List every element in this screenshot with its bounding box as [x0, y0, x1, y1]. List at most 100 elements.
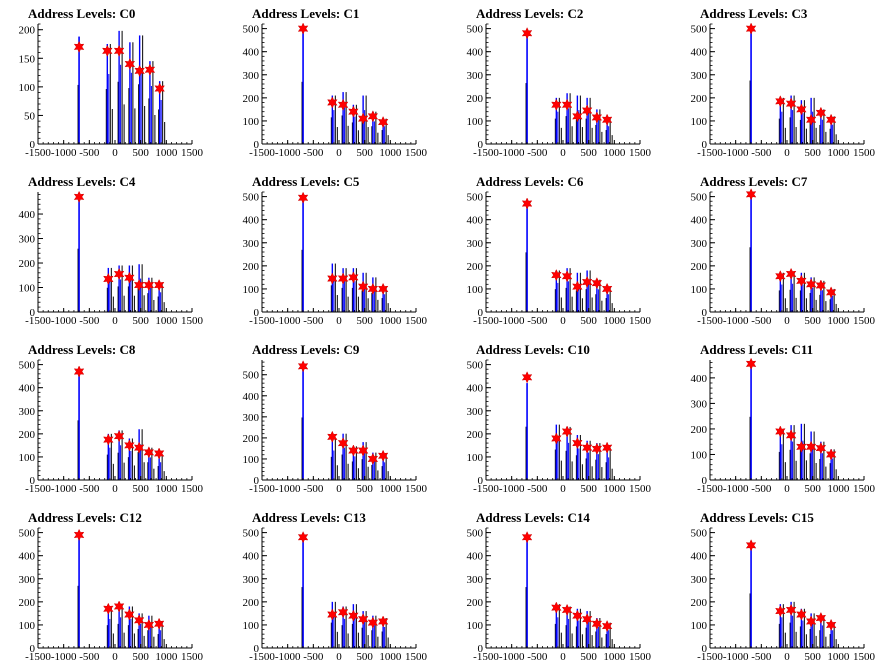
x-tick-label: 500 — [132, 483, 149, 495]
y-tick-label: 0 — [30, 307, 36, 319]
x-tick-label: 1500 — [853, 651, 876, 663]
peak-marker — [815, 279, 827, 292]
x-tick-label: 1000 — [155, 315, 178, 327]
x-tick-label: -500 — [527, 651, 548, 663]
x-tick-label: 0 — [336, 483, 342, 495]
x-tick-label: -1500 — [473, 147, 499, 159]
y-tick-label: 200 — [691, 597, 708, 609]
x-tick-label: -1000 — [723, 147, 749, 159]
y-tick-label: 100 — [19, 452, 36, 464]
y-tick-label: 200 — [19, 258, 36, 270]
peak-marker — [825, 618, 837, 632]
y-tick-label: 150 — [19, 53, 36, 65]
y-tick-label: 100 — [243, 620, 260, 632]
y-tick-label: 500 — [243, 192, 260, 204]
x-tick-label: -1500 — [249, 315, 275, 327]
x-tick-label: -1000 — [723, 315, 749, 327]
y-tick-label: 100 — [243, 454, 260, 466]
peak-marker — [103, 433, 114, 446]
chart-title: Address Levels: C11 — [700, 342, 814, 357]
peak-marker — [348, 271, 359, 284]
y-tick-label: 400 — [691, 373, 708, 385]
peak-marker — [805, 113, 817, 126]
peak-marker — [591, 617, 603, 630]
y-tick-label: 300 — [691, 238, 708, 250]
peak-marker — [357, 112, 369, 125]
peak-marker — [745, 357, 757, 370]
y-tick-label: 100 — [691, 620, 708, 632]
histogram-panel: Address Levels: C11 0 100 200 300 400 -1500 -10… — [672, 336, 896, 504]
peak-marker — [337, 98, 349, 111]
y-tick-label: 100 — [19, 82, 36, 94]
y-tick-label: 400 — [467, 215, 484, 227]
y-tick-label: 0 — [702, 139, 708, 151]
peak-marker — [367, 282, 379, 296]
histogram-panel: Address Levels: C15 0 100 200 300 400 500 -1500… — [672, 504, 896, 672]
x-tick-label: -1000 — [275, 651, 301, 663]
x-tick-label: 1500 — [181, 147, 204, 159]
y-tick-label: 400 — [691, 551, 708, 563]
peak-marker — [348, 105, 359, 118]
x-tick-label: -500 — [79, 147, 100, 159]
peak-marker — [327, 272, 338, 285]
peak-marker — [745, 539, 757, 552]
x-tick-label: -1500 — [249, 483, 275, 495]
peak-marker — [796, 274, 807, 287]
y-tick-label: 100 — [243, 284, 260, 296]
peak-marker — [815, 441, 827, 455]
peak-marker — [521, 27, 533, 40]
x-tick-label: 500 — [580, 315, 597, 327]
peak-marker — [357, 280, 369, 293]
x-tick-label: 1000 — [827, 315, 850, 327]
peak-marker — [551, 98, 562, 111]
peak-marker — [113, 44, 125, 58]
chart-title: Address Levels: C6 — [476, 174, 584, 189]
x-tick-label: -1000 — [275, 483, 301, 495]
y-tick-label: 300 — [243, 238, 260, 250]
x-tick-label: 1000 — [155, 483, 178, 495]
x-tick-label: 0 — [336, 651, 342, 663]
histogram-svg: 0 100 200 300 400 500 -1500 -1000 -500 0 500 1000 15… — [691, 22, 876, 159]
x-tick-label: -500 — [751, 651, 772, 663]
y-tick-label: 0 — [254, 643, 260, 655]
y-tick-label: 400 — [467, 47, 484, 59]
y-tick-label: 300 — [691, 70, 708, 82]
peak-marker — [591, 277, 603, 290]
y-tick-label: 0 — [702, 307, 708, 319]
histogram-svg: 0 100 200 300 400 500 -1500 -1000 -500 0 500 1000 15… — [243, 527, 428, 663]
x-tick-label: 0 — [784, 147, 790, 159]
x-tick-label: -1000 — [499, 147, 525, 159]
peak-marker — [73, 40, 85, 54]
y-tick-label: 100 — [691, 449, 708, 461]
x-tick-label: -1500 — [697, 315, 723, 327]
y-tick-label: 100 — [691, 284, 708, 296]
chart-title: Address Levels: C9 — [252, 342, 360, 357]
x-tick-label: 1500 — [629, 651, 652, 663]
y-tick-label: 400 — [467, 383, 484, 395]
x-tick-label: 500 — [804, 147, 821, 159]
chart-title: Address Levels: C1 — [252, 6, 360, 21]
x-tick-label: 0 — [336, 315, 342, 327]
peak-marker — [775, 425, 786, 438]
y-tick-label: 300 — [691, 574, 708, 586]
peak-marker — [377, 282, 389, 296]
histogram-svg: 0 100 200 300 400 -1500 -1000 -500 0 500 1000 1500 — [19, 190, 204, 327]
peak-marker — [601, 441, 613, 454]
x-tick-label: 0 — [560, 315, 566, 327]
histogram-panel: Address Levels: C12 0 100 200 300 400 500 -1500… — [0, 504, 224, 672]
y-tick-label: 500 — [243, 370, 260, 382]
x-tick-label: -500 — [303, 483, 324, 495]
chart-title: Address Levels: C0 — [28, 6, 136, 21]
histogram-panel: Address Levels: C10 0 100 200 300 400 500 -1500… — [448, 336, 672, 504]
peak-marker — [113, 267, 125, 281]
peak-marker — [591, 442, 603, 455]
peak-marker — [521, 197, 533, 210]
peak-marker — [745, 22, 757, 35]
histogram-panel: Address Levels: C4 0 100 200 300 400 -1500 -100… — [0, 168, 224, 336]
peak-marker — [367, 452, 379, 465]
y-tick-label: 400 — [691, 215, 708, 227]
peak-marker — [796, 103, 807, 116]
y-tick-label: 0 — [254, 475, 260, 487]
histogram-panel: Address Levels: C13 0 100 200 300 400 500 -1500… — [224, 504, 448, 672]
